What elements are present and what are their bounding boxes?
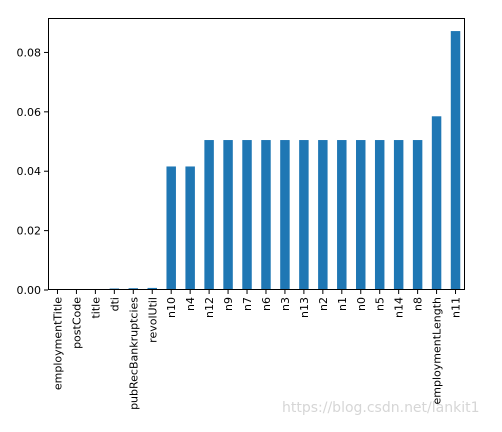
bar-n0	[356, 140, 366, 290]
y-tick-label: 0.08	[17, 46, 42, 59]
x-tick-label: n10	[165, 297, 178, 318]
x-tick-label: employmentLength	[431, 297, 444, 404]
bar-n11	[450, 31, 461, 291]
x-tick-label: employmentTitle	[51, 297, 64, 390]
x-tick-label: n0	[355, 297, 368, 311]
x-tick-label: n9	[222, 297, 235, 311]
x-tick-label: postCode	[70, 297, 83, 349]
y-axis: 0.00 0.02 0.04 0.06 0.08	[17, 46, 48, 297]
x-tick-label: n14	[393, 297, 406, 318]
y-tick-label: 0.04	[17, 165, 42, 178]
bar-n10	[166, 166, 176, 290]
y-tick-label: 0.00	[17, 284, 42, 297]
x-tick-label: revolUtil	[146, 297, 159, 343]
bar-n2	[318, 140, 328, 290]
bar-n12	[204, 140, 214, 290]
x-tick-label: n7	[241, 297, 254, 311]
bar-revolUtil	[147, 287, 157, 290]
x-tick-label: n4	[184, 297, 197, 311]
bar-n8	[412, 140, 423, 290]
bar-n9	[223, 140, 233, 290]
x-tick-label: n2	[317, 297, 330, 311]
bar-n6	[261, 140, 271, 290]
bars-group	[109, 31, 461, 291]
plot-frame	[48, 18, 465, 290]
bar-n7	[242, 140, 252, 290]
bar-employmentLength	[431, 116, 442, 290]
x-axis: employmentTitle postCode title dti pubRecBan…	[51, 290, 463, 410]
bar-n14	[393, 140, 404, 290]
y-tick-label: 0.02	[17, 225, 42, 238]
bar-n4	[185, 166, 195, 290]
watermark-text: https://blog.csdn.net/lankit1	[282, 400, 480, 416]
x-tick-label: n5	[374, 297, 387, 311]
bar-n13	[299, 140, 309, 290]
x-tick-label: n13	[298, 297, 311, 318]
x-tick-label: n3	[279, 297, 292, 311]
x-tick-label: n1	[336, 297, 349, 311]
x-tick-label: n11	[450, 297, 463, 318]
bar-n5	[374, 140, 385, 290]
bar-n1	[337, 140, 347, 290]
x-tick-label: n12	[203, 297, 216, 318]
x-tick-label: n6	[260, 297, 273, 311]
x-tick-label: n8	[412, 297, 425, 311]
x-tick-label: title	[89, 297, 102, 319]
y-tick-label: 0.06	[17, 106, 42, 119]
x-tick-label: pubRecBankruptcies	[127, 297, 140, 410]
bar-n3	[280, 140, 290, 290]
x-tick-label: dti	[108, 297, 121, 311]
